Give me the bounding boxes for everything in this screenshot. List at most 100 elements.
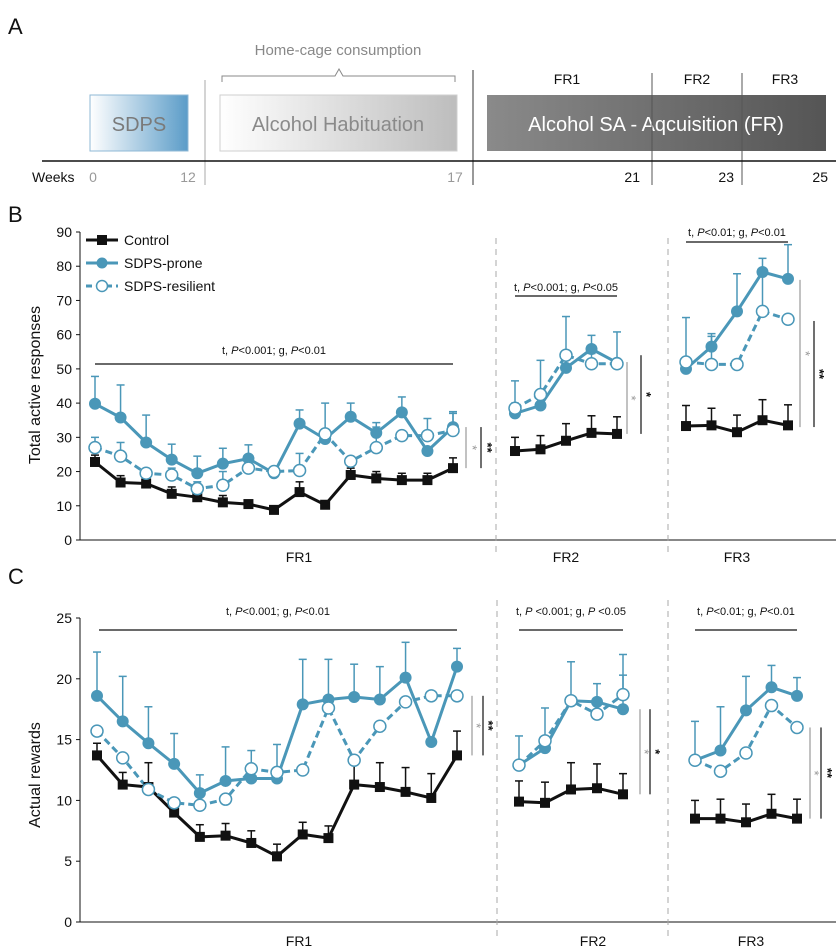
data-point-resilient: [318, 427, 332, 441]
data-point-control: [540, 797, 550, 808]
data-point-control: [448, 463, 458, 474]
data-point-control: [297, 829, 308, 840]
data-point-prone: [756, 266, 769, 279]
y-tick-label: 90: [56, 224, 72, 240]
data-point-control: [535, 444, 546, 455]
data-point-control: [217, 497, 228, 508]
y-axis-b: 0 10 20 30 40 50 60 70 80 90: [56, 224, 836, 556]
significance-mark: **: [480, 443, 495, 454]
data-point-prone: [216, 457, 229, 470]
data-point-resilient: [616, 687, 630, 702]
y-axis-c: 0 5 10 15 20 25: [56, 600, 836, 936]
series-line-sdps-resilient: [685, 309, 789, 366]
habituation-box-label: Alcohol Habituation: [252, 114, 424, 136]
data-point-resilient: [193, 798, 207, 813]
data-point-resilient: [190, 481, 205, 496]
legend-resilient-label: SDPS-resilient: [124, 278, 215, 294]
data-point-resilient: [764, 698, 779, 713]
data-point-prone: [395, 406, 408, 419]
legend-prone-label: SDPS-prone: [124, 255, 203, 271]
data-point-resilient: [167, 796, 181, 810]
data-point-resilient: [590, 707, 604, 721]
data-point-control: [141, 478, 152, 489]
sa-box-label: Alcohol SA - Aqcuisition (FR): [528, 114, 784, 136]
data-point-resilient: [688, 753, 702, 768]
data-point-prone: [116, 715, 129, 728]
data-point-prone: [140, 436, 153, 449]
data-point-resilient: [790, 720, 804, 735]
sa-box: [487, 95, 826, 151]
week-tick-23: 23: [718, 169, 734, 185]
data-point-control: [396, 475, 407, 486]
data-point-prone: [560, 361, 572, 374]
data-point-prone: [191, 467, 204, 480]
data-point-prone: [585, 343, 598, 356]
data-point-prone: [142, 737, 155, 750]
data-point-resilient: [115, 751, 130, 765]
data-point-resilient: [713, 764, 728, 778]
stats-label: t, P<0.01; g, P<0.01: [697, 606, 795, 618]
data-point-resilient: [610, 357, 624, 371]
data-point-control: [715, 813, 726, 824]
weeks-label: Weeks: [32, 169, 75, 185]
data-point-control: [194, 831, 205, 842]
chart-panel-b: B Total active responses Control SDPS-pr…: [8, 202, 836, 565]
data-point-prone: [293, 417, 306, 430]
chart-panel-c: C Actual rewards 0 5 10 15 20 25 FR1 t, P<0.00…: [8, 564, 836, 949]
data-point-control: [166, 488, 177, 499]
legend-prone-marker: [96, 257, 108, 269]
habituation-box: [219, 94, 458, 152]
data-point-control: [766, 808, 777, 819]
y-tick-label: 30: [56, 429, 72, 445]
significance-mark: *: [465, 445, 480, 450]
data-point-resilient: [739, 746, 753, 760]
y-tick-label: 10: [56, 498, 72, 514]
significance-mark: **: [812, 369, 827, 380]
data-point-prone: [114, 411, 127, 424]
data-point-prone: [740, 704, 752, 717]
y-tick-label: 0: [64, 532, 72, 548]
data-point-resilient: [295, 763, 310, 777]
legend: Control SDPS-prone SDPS-resilient: [86, 232, 215, 294]
week-tick-12: 12: [180, 169, 196, 185]
data-point-control: [681, 421, 691, 432]
data-point-control: [561, 435, 571, 446]
data-point-prone: [91, 689, 103, 702]
timeline-fr2-label: FR2: [684, 71, 711, 87]
data-point-resilient: [216, 478, 230, 492]
week-tick-21: 21: [624, 169, 640, 185]
y-tick-label: 20: [56, 671, 72, 687]
timeline-panel: A Home-cage consumption SDPS Alcohol Hab…: [8, 14, 836, 185]
legend-control-marker: [97, 235, 107, 245]
x-group-label: FR2: [580, 933, 607, 949]
x-group-label: FR1: [286, 549, 313, 565]
data-point-resilient: [512, 758, 526, 772]
data-point-control: [246, 837, 257, 848]
data-point-resilient: [244, 762, 259, 776]
data-point-resilient: [141, 782, 156, 797]
home-cage-brace: [221, 67, 456, 82]
x-group-label: FR2: [553, 549, 580, 565]
data-point-resilient: [584, 357, 599, 371]
data-point-resilient: [398, 695, 413, 709]
data-point-control: [783, 420, 793, 431]
data-point-control: [757, 415, 768, 426]
data-point-resilient: [113, 449, 128, 463]
stats-label: t, P<0.001; g, P<0.01: [226, 606, 330, 618]
legend-control-label: Control: [124, 232, 169, 248]
stats-label: t, P<0.001; g, P<0.05: [514, 282, 618, 294]
y-tick-label: 80: [56, 258, 72, 274]
data-point-prone: [425, 736, 438, 749]
data-point-resilient: [446, 423, 460, 438]
data-point-resilient: [420, 428, 435, 443]
series-line-sdps-resilient: [514, 353, 617, 410]
data-point-resilient: [343, 454, 358, 469]
sdps-box: [89, 94, 189, 152]
data-point-control: [514, 796, 524, 807]
week-tick-0: 0: [89, 169, 97, 185]
data-point-resilient: [139, 466, 153, 481]
data-point-resilient: [90, 724, 104, 738]
stats-label: t, P<0.001; g, P<0.01: [222, 345, 326, 357]
significance-mark: *: [798, 351, 813, 356]
